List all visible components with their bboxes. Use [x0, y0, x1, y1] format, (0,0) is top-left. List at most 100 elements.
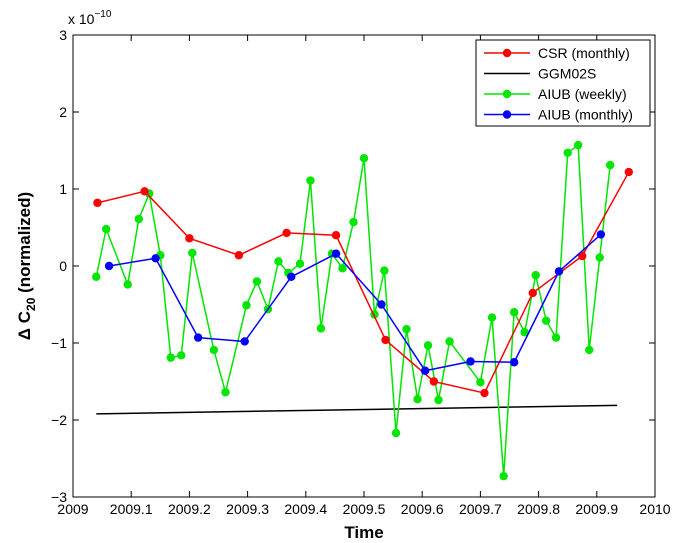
y-axis-title-subscript: 20 — [24, 297, 38, 311]
x-tick-label: 2009.2 — [168, 501, 211, 517]
data-point-aiub-monthly — [466, 357, 475, 366]
data-point-aiub-monthly — [287, 272, 296, 281]
data-point-aiub-monthly — [554, 267, 564, 276]
data-point-csr-monthly — [234, 251, 244, 260]
series-aiub-weekly — [92, 140, 615, 481]
x-tick-label: 2010 — [639, 501, 670, 517]
data-point-aiub-weekly — [221, 388, 230, 397]
y-multiplier-exponent: −10 — [94, 9, 111, 20]
y-tick-label: 3 — [59, 27, 67, 43]
x-tick-label: 2009.8 — [517, 501, 560, 517]
y-multiplier-label: x 10−10 — [68, 9, 112, 27]
data-point-csr-monthly — [381, 335, 390, 345]
data-point-aiub-weekly — [134, 214, 143, 224]
data-point-csr-monthly — [282, 228, 291, 238]
data-point-csr-monthly — [185, 234, 194, 243]
series-csr-monthly — [93, 167, 634, 398]
data-point-aiub-weekly — [487, 313, 497, 322]
data-point-aiub-monthly — [377, 300, 386, 309]
x-tick-label: 2009.1 — [110, 501, 153, 517]
legend-marker — [502, 110, 512, 119]
data-point-aiub-weekly — [188, 248, 197, 258]
series-layer — [92, 140, 634, 481]
data-point-csr-monthly — [578, 251, 587, 261]
data-point-aiub-monthly — [420, 366, 430, 375]
data-point-csr-monthly — [93, 198, 102, 208]
data-point-csr-monthly — [140, 187, 149, 196]
y-multiplier-base: x 10 — [68, 11, 95, 27]
series-line-csr-monthly — [97, 171, 630, 394]
data-point-aiub-weekly — [541, 316, 551, 325]
legend-label: GGM02S — [538, 66, 596, 82]
data-point-aiub-weekly — [92, 272, 101, 281]
legend-marker — [502, 48, 512, 58]
series-ggm02s — [96, 404, 618, 415]
legend-label: AIUB (monthly) — [538, 107, 633, 123]
data-point-aiub-weekly — [274, 257, 283, 266]
data-point-aiub-weekly — [605, 160, 615, 170]
y-axis-title-suffix: (normalized) — [15, 192, 34, 298]
legend-marker — [502, 89, 512, 99]
series-line-aiub-monthly — [108, 233, 602, 372]
x-tick-label: 2009.5 — [343, 501, 386, 517]
x-tick-label: 2009.4 — [284, 501, 327, 517]
series-line-ggm02s — [96, 404, 618, 415]
data-point-aiub-weekly — [316, 324, 326, 333]
data-point-csr-monthly — [624, 167, 634, 177]
x-tick-label: 2009.7 — [459, 501, 502, 517]
data-point-aiub-weekly — [573, 140, 583, 150]
x-axis-title: Time — [344, 523, 383, 542]
data-point-aiub-weekly — [101, 224, 111, 234]
data-point-aiub-weekly — [177, 351, 186, 360]
x-tick-label: 2009.9 — [575, 501, 618, 517]
legend-label: CSR (monthly) — [538, 45, 630, 61]
data-point-aiub-weekly — [252, 277, 262, 286]
data-point-aiub-weekly — [563, 148, 572, 158]
data-point-aiub-monthly — [596, 230, 606, 239]
y-tick-label: −3 — [51, 489, 67, 505]
legend-items: CSR (monthly) GGM02S AIUB (weekly) AIUB (mo… — [484, 45, 633, 123]
x-tick-label: 2009 — [57, 501, 88, 517]
data-point-aiub-weekly — [423, 341, 433, 350]
data-point-aiub-weekly — [338, 264, 347, 273]
x-tick-label: 2009.3 — [226, 501, 269, 517]
data-point-aiub-monthly — [509, 358, 519, 367]
data-point-aiub-weekly — [123, 280, 132, 289]
data-point-aiub-weekly — [595, 253, 604, 262]
data-point-aiub-weekly — [413, 395, 422, 404]
data-point-aiub-weekly — [531, 271, 540, 280]
data-point-csr-monthly — [429, 377, 439, 386]
data-point-aiub-weekly — [391, 428, 401, 438]
y-axis-title-main: Δ C — [15, 311, 34, 340]
data-point-aiub-monthly — [240, 337, 249, 346]
data-point-aiub-weekly — [551, 333, 561, 342]
x-tick-label: 2009.6 — [401, 501, 444, 517]
legend-item-aiub-weekly: AIUB (weekly) — [484, 86, 627, 102]
data-point-aiub-weekly — [295, 259, 305, 268]
data-point-aiub-weekly — [402, 324, 411, 334]
data-point-csr-monthly — [528, 288, 537, 298]
series-line-aiub-weekly — [95, 144, 611, 477]
data-point-aiub-monthly — [151, 254, 160, 263]
data-point-csr-monthly — [480, 388, 489, 398]
legend-item-csr-monthly: CSR (monthly) — [484, 45, 630, 61]
data-point-aiub-weekly — [209, 345, 219, 355]
data-point-aiub-weekly — [349, 217, 358, 227]
data-point-aiub-monthly — [193, 333, 203, 342]
data-point-aiub-weekly — [242, 301, 251, 310]
y-tick-label: 0 — [59, 258, 67, 274]
y-tick-label: 1 — [59, 181, 67, 197]
data-point-aiub-weekly — [166, 353, 175, 362]
legend: CSR (monthly) GGM02S AIUB (weekly) AIUB (mo… — [475, 39, 651, 127]
data-point-aiub-weekly — [306, 176, 315, 185]
axis-ticks: 2009 2009.1 2009.2 2009.3 2009.4 2009.5 2009.6… — [51, 27, 671, 517]
data-point-aiub-weekly — [476, 378, 485, 387]
data-point-aiub-weekly — [499, 472, 508, 481]
y-tick-label: 2 — [59, 104, 67, 120]
y-tick-label: −2 — [51, 412, 67, 428]
data-point-aiub-weekly — [585, 345, 594, 355]
legend-item-aiub-monthly: AIUB (monthly) — [484, 107, 633, 123]
data-point-aiub-weekly — [359, 154, 369, 163]
data-point-aiub-weekly — [380, 266, 389, 275]
